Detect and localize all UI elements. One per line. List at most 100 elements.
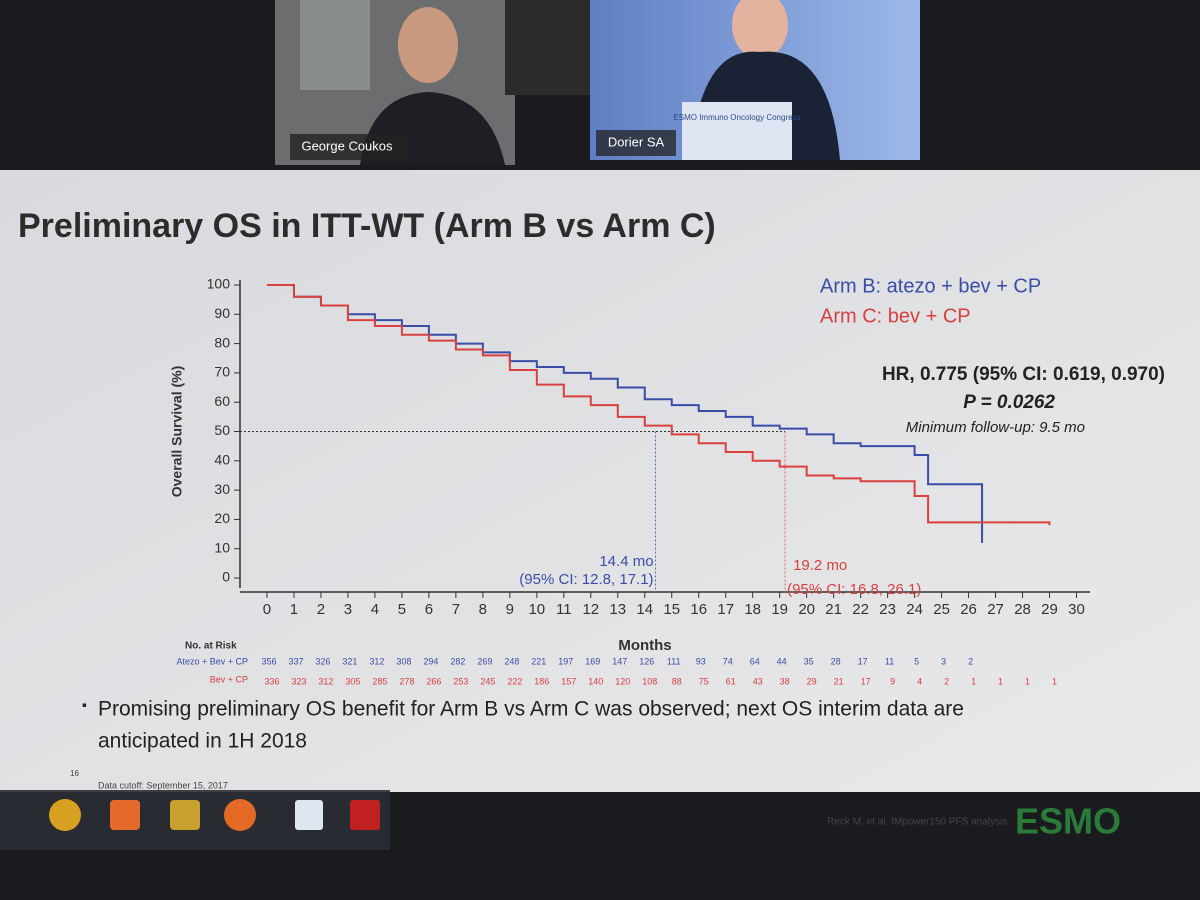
x-tick-label: 20 xyxy=(798,601,815,618)
risk-value: 312 xyxy=(318,676,333,686)
x-tick-label: 21 xyxy=(825,601,842,618)
video-tile: George Coukos xyxy=(275,0,590,165)
survival-curve xyxy=(266,284,984,543)
risk-value: 308 xyxy=(396,656,411,666)
risk-value: 326 xyxy=(315,656,330,666)
risk-value: 248 xyxy=(504,656,519,666)
risk-value: 126 xyxy=(639,656,654,666)
risk-value: 278 xyxy=(399,676,414,686)
x-tick-label: 22 xyxy=(852,601,869,618)
taskbar-icon[interactable] xyxy=(170,800,200,830)
risk-value: 186 xyxy=(534,676,549,686)
taskbar-icon[interactable] xyxy=(110,800,140,830)
x-tick-label: 12 xyxy=(582,601,599,618)
y-tick-label: 10 xyxy=(214,539,230,555)
x-tick-label: 25 xyxy=(933,601,950,618)
risk-value: 1 xyxy=(998,676,1003,686)
x-tick-label: 6 xyxy=(425,601,433,618)
x-tick-label: 1 xyxy=(290,601,298,618)
bullet-marker: ▪ xyxy=(82,697,87,713)
y-tick-label: 40 xyxy=(214,452,230,468)
x-tick-label: 0 xyxy=(263,601,271,618)
risk-value: 157 xyxy=(561,676,576,686)
participant-name: Dorier SA xyxy=(608,134,665,149)
y-tick-label: 70 xyxy=(214,364,230,380)
risk-value: 197 xyxy=(558,656,573,666)
risk-value: 337 xyxy=(288,656,303,666)
risk-value: 38 xyxy=(780,676,790,686)
video-tile: ESMO Immuno Oncology Congress Dorier SA xyxy=(590,0,920,160)
y-tick-label: 80 xyxy=(214,334,230,350)
x-tick-label: 5 xyxy=(398,601,406,618)
slide-title: Preliminary OS in ITT-WT (Arm B vs Arm C… xyxy=(18,207,716,245)
x-tick-label: 13 xyxy=(609,601,626,618)
annotation: (95% CI: 16.8, 26.1) xyxy=(787,581,921,598)
x-tick-label: 8 xyxy=(479,601,487,618)
risk-value: 44 xyxy=(777,656,787,666)
risk-value: 93 xyxy=(696,656,706,666)
x-tick-label: 10 xyxy=(528,601,545,618)
risk-value: 294 xyxy=(423,656,438,666)
x-tick-label: 24 xyxy=(906,601,923,618)
risk-value: 336 xyxy=(264,676,279,686)
taskbar-icon[interactable] xyxy=(49,799,81,831)
taskbar-icon[interactable] xyxy=(224,799,256,831)
x-tick-label: 3 xyxy=(344,601,352,618)
y-tick-label: 30 xyxy=(214,481,230,497)
y-tick-label: 50 xyxy=(214,422,230,438)
risk-value: 17 xyxy=(861,676,871,686)
legend-entry: Arm B: atezo + bev + CP xyxy=(820,275,1041,297)
y-tick-label: 60 xyxy=(214,393,230,409)
risk-value: 88 xyxy=(672,676,682,686)
risk-value: 266 xyxy=(426,676,441,686)
risk-value: 4 xyxy=(917,676,922,686)
risk-value: 21 xyxy=(834,676,844,686)
podium-text: ESMO Immuno Oncology Congress xyxy=(673,113,800,122)
risk-value: 5 xyxy=(914,656,919,666)
risk-value: 3 xyxy=(941,656,946,666)
x-tick-label: 23 xyxy=(879,601,896,618)
y-tick-label: 20 xyxy=(214,510,230,526)
x-tick-label: 15 xyxy=(663,601,680,618)
x-tick-label: 19 xyxy=(771,601,788,618)
risk-value: 1 xyxy=(971,676,976,686)
x-axis-label: Months xyxy=(618,637,671,654)
bullet-text: anticipated in 1H 2018 xyxy=(98,730,307,753)
citation: Reck M, et al. IMpower150 PFS analysis. xyxy=(827,817,1010,828)
annotation: 14.4 mo xyxy=(599,553,653,570)
survival-curve xyxy=(266,284,1051,526)
risk-value: 1 xyxy=(1052,676,1057,686)
risk-value: 108 xyxy=(642,676,657,686)
taskbar-icon[interactable] xyxy=(295,800,323,830)
risk-value: 140 xyxy=(588,676,603,686)
risk-value: 269 xyxy=(477,656,492,666)
risk-value: 43 xyxy=(753,676,763,686)
logo: ESMO xyxy=(1015,801,1121,842)
risk-value: 323 xyxy=(291,676,306,686)
page-number: 16 xyxy=(70,769,79,778)
x-tick-label: 27 xyxy=(987,601,1004,618)
y-axis-label: Overall Survival (%) xyxy=(169,366,185,498)
x-tick-label: 29 xyxy=(1041,601,1058,618)
y-tick-label: 90 xyxy=(214,305,230,321)
annotation: (95% CI: 12.8, 17.1) xyxy=(519,571,653,588)
risk-value: 74 xyxy=(723,656,733,666)
taskbar-icon[interactable] xyxy=(350,800,380,830)
risk-value: 17 xyxy=(858,656,868,666)
x-tick-label: 7 xyxy=(452,601,460,618)
slide xyxy=(0,170,1200,792)
bullet-text: Promising preliminary OS benefit for Arm… xyxy=(98,698,964,721)
risk-value: 9 xyxy=(890,676,895,686)
annotation: 19.2 mo xyxy=(793,557,847,574)
risk-value: 64 xyxy=(750,656,760,666)
x-tick-label: 30 xyxy=(1068,601,1085,618)
x-tick-label: 9 xyxy=(506,601,514,618)
participant-name: George Coukos xyxy=(301,138,393,153)
stats-text: Minimum follow-up: 9.5 mo xyxy=(906,419,1085,436)
risk-value: 312 xyxy=(369,656,384,666)
x-tick-label: 16 xyxy=(690,601,707,618)
taskbar xyxy=(0,790,390,850)
risk-value: 222 xyxy=(507,676,522,686)
risk-value: 11 xyxy=(885,656,894,666)
